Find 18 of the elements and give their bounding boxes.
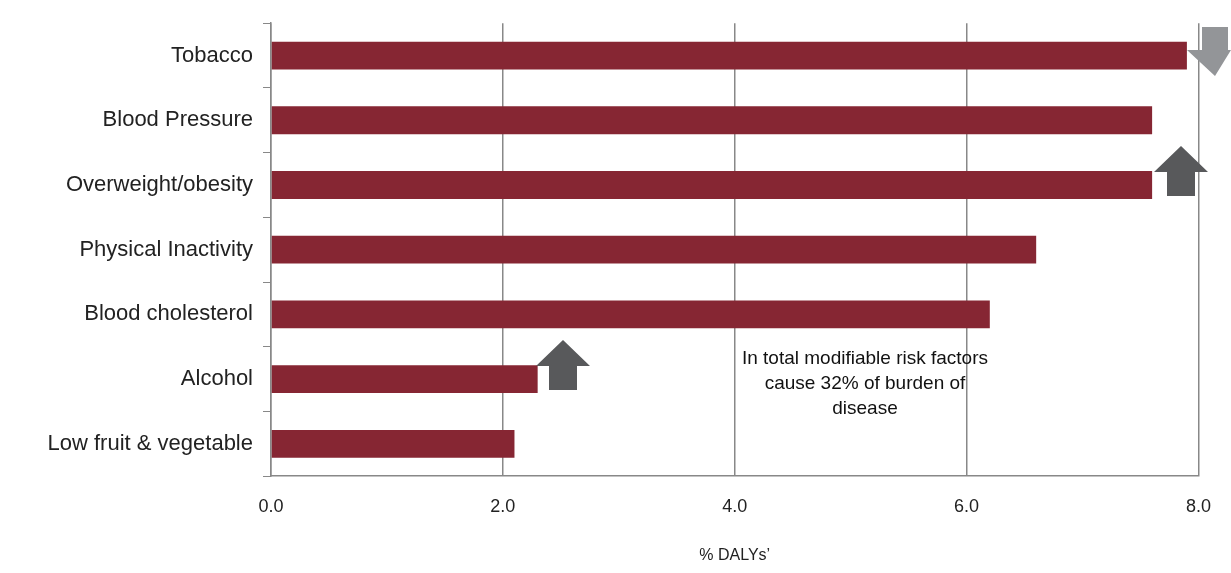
x-axis-title: % DALYs’ [699, 545, 771, 563]
bar [271, 300, 990, 329]
x-tick-label: 0.0 [258, 495, 284, 516]
y-tick-label: Low fruit & vegetable [47, 429, 253, 455]
annotation: In total modifiable risk factors cause 32% of burden of disease [740, 346, 989, 420]
x-tick-label: 4.0 [722, 495, 748, 516]
x-tick-label: 2.0 [490, 495, 516, 516]
x-tick-label: 6.0 [954, 495, 980, 516]
x-tick-label: 8.0 [1185, 495, 1211, 516]
y-tick-label: Physical Inactivity [79, 235, 253, 261]
y-tick-label: Blood cholesterol [84, 300, 253, 326]
bar [271, 106, 1153, 135]
bar [271, 429, 515, 458]
y-tick-label: Tobacco [171, 41, 253, 67]
y-tick-label: Overweight/obesity [65, 171, 253, 197]
y-tick-label: Blood Pressure [102, 106, 253, 132]
y-tick-label: Alcohol [180, 365, 253, 391]
bar [271, 235, 1037, 264]
